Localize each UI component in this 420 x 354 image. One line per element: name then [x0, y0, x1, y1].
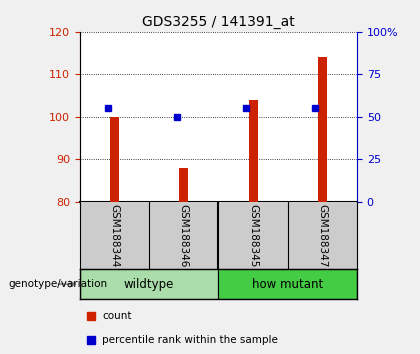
Text: how mutant: how mutant [252, 278, 323, 291]
Text: GSM188347: GSM188347 [318, 204, 327, 267]
Text: GSM188345: GSM188345 [248, 204, 258, 267]
Text: genotype/variation: genotype/variation [8, 279, 108, 289]
Bar [318, 57, 327, 202]
Bar [218, 269, 357, 299]
Title: GDS3255 / 141391_at: GDS3255 / 141391_at [142, 16, 295, 29]
Bar [110, 117, 119, 202]
Text: wildtype: wildtype [124, 278, 174, 291]
Text: GSM188344: GSM188344 [110, 204, 119, 267]
Bar [179, 168, 188, 202]
Text: GSM188346: GSM188346 [179, 204, 189, 267]
Bar [249, 100, 257, 202]
Text: percentile rank within the sample: percentile rank within the sample [102, 335, 278, 345]
Text: count: count [102, 311, 131, 321]
Bar [80, 269, 218, 299]
